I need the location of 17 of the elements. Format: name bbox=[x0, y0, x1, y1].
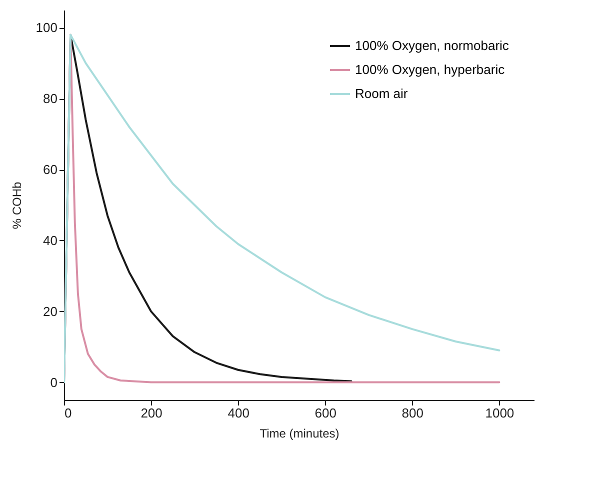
y-tick-label: 100 bbox=[36, 20, 58, 36]
y-tick-label: 60 bbox=[43, 162, 58, 178]
legend-label: 100% Oxygen, hyperbaric bbox=[355, 62, 506, 77]
legend-label: Room air bbox=[355, 86, 408, 101]
y-tick-label: 20 bbox=[43, 304, 58, 319]
x-axis-title: Time (minutes) bbox=[260, 426, 340, 440]
x-tick-label: 400 bbox=[228, 406, 250, 420]
x-tick-label: 0 bbox=[64, 406, 72, 420]
x-tick-label: 1000 bbox=[485, 406, 514, 420]
y-tick-label: 40 bbox=[43, 232, 58, 248]
y-axis-title: % COHb bbox=[10, 182, 24, 230]
legend-label: 100% Oxygen, normobaric bbox=[355, 38, 510, 53]
x-tick-label: 200 bbox=[140, 406, 162, 420]
x-tick-label: 800 bbox=[402, 406, 424, 420]
y-tick-label: 80 bbox=[43, 91, 58, 106]
y-tick-label: 0 bbox=[50, 374, 58, 390]
x-tick-label: 600 bbox=[314, 406, 336, 420]
